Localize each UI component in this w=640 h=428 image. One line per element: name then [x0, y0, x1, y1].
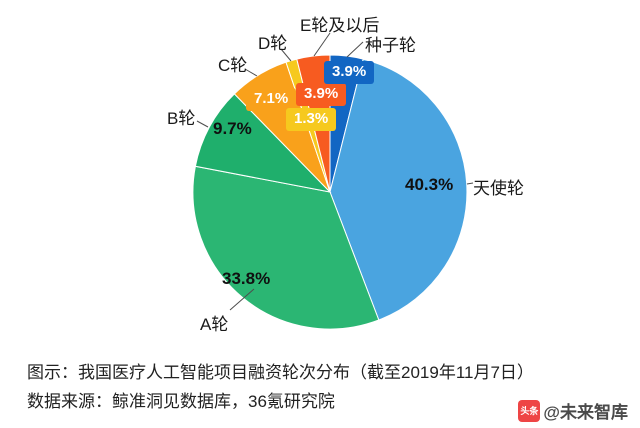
chart-title: 图示：我国医疗人工智能项目融资轮次分布（截至2019年11月7日）	[27, 363, 534, 382]
leader-lines	[196, 32, 474, 311]
label-seed-round: 种子轮	[365, 36, 416, 55]
leader-line-a	[229, 288, 255, 311]
pct-box-d: 1.3%	[286, 108, 337, 131]
chart-source: 数据来源：鲸准洞见数据库，36氪研究院	[27, 392, 335, 411]
leader-line-e	[313, 32, 331, 57]
label-c-round: C轮	[218, 56, 248, 75]
pct-label-angel: 40.3%	[405, 175, 454, 194]
leader-line-b	[196, 120, 209, 128]
leader-line-angel	[466, 182, 474, 185]
pct-box-seed: 3.9%	[324, 61, 375, 84]
pct-box-e: 3.9%	[296, 83, 347, 106]
pct-label-b: 9.7%	[213, 119, 252, 138]
pie-slice-a	[192, 165, 380, 330]
label-b-round: B轮	[167, 109, 196, 128]
label-d-round: D轮	[258, 34, 288, 53]
pct-label-a: 33.8%	[222, 269, 271, 288]
pie-slice-b	[194, 93, 332, 193]
label-a-round: A轮	[200, 315, 229, 334]
leader-line-d	[280, 48, 292, 62]
toutiao-logo-icon: 头条	[518, 399, 541, 422]
watermark-handle: @未来智库	[543, 403, 628, 422]
pct-box-c: 7.1%	[246, 88, 297, 111]
pie-slice-angel	[329, 58, 468, 321]
leader-line-c	[244, 68, 258, 77]
label-e-round: E轮及以后	[300, 16, 380, 35]
watermark: 头条 @未来智库	[518, 398, 628, 423]
label-angel-round: 天使轮	[473, 179, 524, 198]
leader-line-seed	[346, 41, 364, 58]
